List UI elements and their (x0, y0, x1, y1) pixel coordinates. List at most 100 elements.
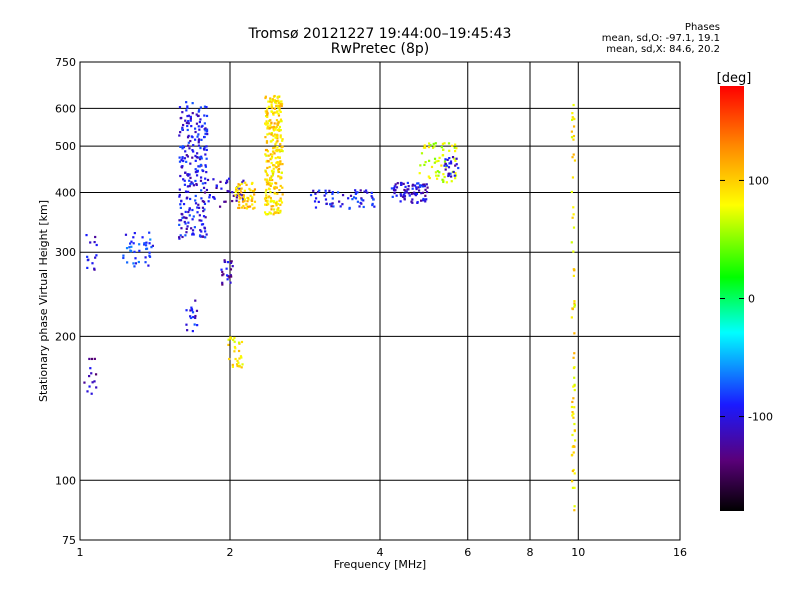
data-point (354, 197, 358, 200)
data-point (191, 329, 194, 333)
data-point (207, 200, 210, 203)
data-point (189, 162, 192, 165)
data-point (275, 119, 279, 122)
data-point (205, 145, 208, 148)
data-point (208, 196, 211, 199)
y-tick-label: 500 (55, 140, 76, 153)
data-point (269, 200, 272, 203)
data-point (185, 121, 188, 124)
data-point (238, 365, 241, 368)
data-point (270, 161, 273, 165)
data-point (573, 159, 577, 162)
data-point (204, 164, 207, 167)
data-point (275, 141, 278, 144)
data-point (239, 188, 242, 191)
data-point (425, 198, 428, 201)
data-point (186, 114, 189, 118)
data-point (427, 159, 431, 162)
data-point (572, 125, 576, 128)
data-point (226, 278, 229, 281)
data-point (395, 194, 398, 197)
data-point (275, 135, 278, 138)
data-point (83, 381, 86, 384)
data-point (199, 179, 203, 182)
data-point (281, 162, 284, 166)
data-point (193, 323, 196, 326)
data-point (572, 451, 575, 454)
data-point (264, 203, 267, 206)
data-point (186, 196, 189, 199)
data-point (133, 250, 136, 253)
data-point (277, 101, 281, 105)
data-point (355, 191, 358, 194)
data-point (238, 357, 241, 360)
data-point (192, 184, 196, 187)
data-point (180, 159, 183, 162)
data-point (221, 283, 224, 286)
data-point (244, 181, 247, 184)
data-point (572, 416, 575, 419)
data-point (360, 197, 363, 200)
data-point (572, 268, 575, 271)
data-point (280, 146, 283, 149)
data-point (196, 156, 199, 159)
data-point (275, 182, 278, 185)
data-point (424, 188, 427, 191)
data-point (573, 406, 576, 409)
data-point (184, 119, 187, 122)
data-point (265, 179, 268, 183)
data-point (263, 197, 267, 200)
colorbar-tick-label: -100 (748, 411, 773, 424)
data-point (208, 194, 211, 197)
data-point (264, 96, 267, 100)
y-axis-label: Stationary phase Virtual Height [km] (37, 200, 50, 402)
data-point (347, 197, 350, 200)
data-point (234, 194, 237, 197)
data-point (328, 189, 331, 192)
data-point (571, 480, 574, 483)
data-point (268, 195, 271, 198)
data-point (331, 197, 334, 200)
data-point (339, 205, 342, 208)
data-point (253, 200, 257, 203)
data-point (235, 199, 238, 202)
data-point (203, 191, 207, 194)
data-point (427, 175, 430, 178)
data-point (179, 206, 182, 210)
data-point (187, 134, 190, 137)
data-point (331, 202, 334, 205)
data-point (203, 135, 206, 139)
data-point (279, 118, 283, 121)
data-point (359, 189, 362, 192)
data-point (247, 197, 250, 200)
data-point (573, 472, 576, 475)
data-point (571, 112, 574, 115)
data-point (275, 161, 278, 165)
data-point (278, 150, 281, 153)
data-point (250, 199, 254, 203)
data-point (242, 198, 245, 201)
data-point (571, 156, 574, 159)
data-point (203, 148, 206, 151)
data-point (190, 124, 193, 128)
data-point (278, 199, 281, 202)
data-point (200, 197, 203, 200)
data-point (572, 153, 575, 156)
data-point (194, 316, 197, 320)
data-point (188, 214, 191, 217)
data-point (420, 192, 423, 195)
data-point (272, 164, 275, 167)
data-point (572, 138, 575, 141)
data-point (441, 178, 444, 181)
data-point (86, 266, 89, 270)
data-point (202, 215, 206, 218)
data-point (269, 184, 272, 187)
data-point (411, 198, 414, 201)
data-point (277, 207, 280, 210)
data-point (191, 311, 195, 314)
data-point (280, 104, 283, 108)
data-point (193, 138, 197, 141)
data-point (197, 110, 200, 113)
data-point (194, 314, 197, 318)
data-point (189, 139, 192, 143)
